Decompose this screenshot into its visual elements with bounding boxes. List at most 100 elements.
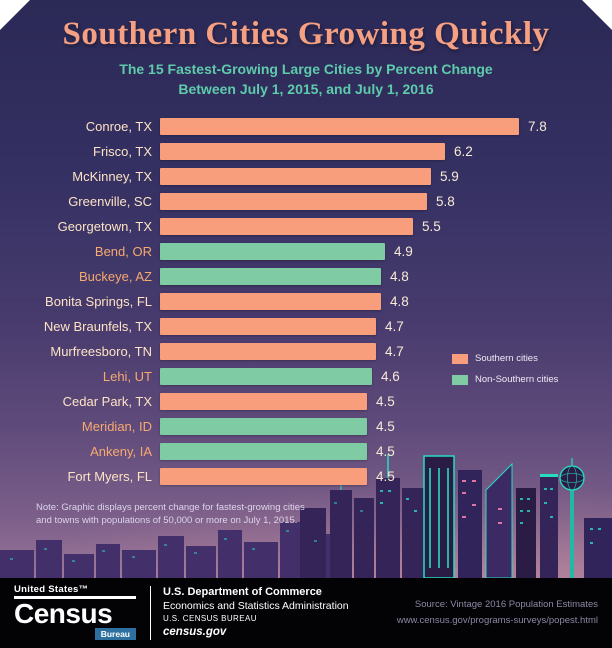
bar-track: 5.8 [160,193,612,210]
bar-value: 4.6 [381,369,400,384]
bar-southern [160,218,413,235]
bar-track: 6.2 [160,143,612,160]
bar-row: Fort Myers, FL 4.5 [0,464,612,489]
bar-row: Murfreesboro, TN 4.7 [0,339,612,364]
source-url: www.census.gov/programs-surveys/popest.h… [396,615,598,626]
city-label: Ankeny, IA [90,444,152,459]
bar-track: 4.6 [160,368,612,385]
bar-row: Bend, OR 4.9 [0,239,612,264]
bar-value: 4.8 [390,269,409,284]
city-skyline-illustration [0,454,612,578]
bar-southern [160,318,376,335]
city-label: Georgetown, TX [57,219,152,234]
bar-value: 6.2 [454,144,473,159]
bar-track: 5.5 [160,218,612,235]
bar-chart: Conroe, TX 7.8 Frisco, TX 6.2 McKinney, TX 5.… [0,114,612,489]
bar-southern [160,193,427,210]
footnote-line1: Note: Graphic displays percent change fo… [36,502,305,513]
bar-track: 4.9 [160,243,612,260]
bar-non-southern [160,418,367,435]
legend-label-non-southern: Non-Southern cities [475,374,559,385]
bar-southern [160,118,519,135]
bar-non-southern [160,368,372,385]
bar-non-southern [160,243,385,260]
city-label: New Braunfels, TX [43,319,152,334]
bar-value: 5.8 [436,194,455,209]
legend-item-non-southern: Non-Southern cities [452,374,558,385]
bar-row: Conroe, TX 7.8 [0,114,612,139]
legend-swatch-southern [452,353,468,364]
bar-southern [160,393,367,410]
bar-value: 4.7 [385,319,404,334]
source-line: Source: Vintage 2016 Population Estimate… [414,599,598,611]
bar-value: 7.8 [528,119,547,134]
chart-subtitle-line1: The 15 Fastest-Growing Large Cities by P… [119,61,493,77]
bar-track: 4.7 [160,318,612,335]
legend-label-southern: Southern cities [475,353,538,364]
legend-item-southern: Southern cities [452,353,558,364]
bar-row: Georgetown, TX 5.5 [0,214,612,239]
bar-track: 4.5 [160,393,612,410]
chart-subtitle-line2: Between July 1, 2015, and July 1, 2016 [178,80,434,97]
city-label: McKinney, TX [72,169,152,184]
census-logo: United States™ Census Bureau [14,584,136,641]
bar-value: 4.5 [376,394,395,409]
footer-bar: United States™ Census Bureau U.S. Depart… [0,578,612,648]
bar-value: 4.9 [394,244,413,259]
chart-subtitle: The 15 Fastest-Growing Large Cities by P… [0,60,612,99]
department-block: U.S. Department of Commerce Economics an… [150,586,349,640]
bar-track: 4.8 [160,268,612,285]
bar-southern [160,468,367,485]
dept-commerce: U.S. Department of Commerce [163,586,322,599]
city-label: Bend, OR [94,244,152,259]
bar-value: 5.9 [440,169,459,184]
bar-non-southern [160,268,381,285]
bar-track: 4.8 [160,293,612,310]
logo-census: Census [14,598,113,630]
footnote: Note: Graphic displays percent change fo… [36,502,305,528]
bar-track: 4.5 [160,418,612,435]
bar-row: Meridian, ID 4.5 [0,414,612,439]
city-label: Frisco, TX [93,144,152,159]
bar-row: Frisco, TX 6.2 [0,139,612,164]
bar-row: Buckeye, AZ 4.8 [0,264,612,289]
bar-southern [160,168,431,185]
city-label: Meridian, ID [81,419,152,434]
city-label: Fort Myers, FL [67,469,152,484]
city-label: Cedar Park, TX [62,394,152,409]
source-block: Source: Vintage 2016 Population Estimate… [397,597,598,628]
city-label: Greenville, SC [68,194,152,209]
bar-row: Cedar Park, TX 4.5 [0,389,612,414]
bar-row: New Braunfels, TX 4.7 [0,314,612,339]
bar-southern [160,143,445,160]
bar-southern [160,343,376,360]
dept-census-bureau: U.S. CENSUS BUREAU [163,614,257,624]
bar-row: Bonita Springs, FL 4.8 [0,289,612,314]
bar-track: 4.5 [160,443,612,460]
bar-track: 4.7 [160,343,612,360]
bar-row: McKinney, TX 5.9 [0,164,612,189]
logo-united-states: United States™ [14,584,136,600]
bar-row: Lehi, UT 4.6 [0,364,612,389]
bar-value: 5.5 [422,219,441,234]
bar-value: 4.8 [390,294,409,309]
bar-track: 4.5 [160,468,612,485]
bar-value: 4.5 [376,444,395,459]
legend: Southern cities Non-Southern cities [452,353,558,385]
bar-row: Greenville, SC 5.8 [0,189,612,214]
bar-value: 4.7 [385,344,404,359]
bar-value: 4.5 [376,469,395,484]
bar-non-southern [160,443,367,460]
bar-value: 4.5 [376,419,395,434]
bar-rows: Conroe, TX 7.8 Frisco, TX 6.2 McKinney, TX 5.… [0,114,612,489]
chart-title: Southern Cities Growing Quickly [62,16,550,52]
legend-swatch-non-southern [452,374,468,385]
bar-track: 7.8 [160,118,612,135]
footnote-line2: and towns with populations of 50,000 or … [36,514,298,526]
bar-southern [160,293,381,310]
city-label: Conroe, TX [85,119,152,134]
logo-bureau: Bureau [94,627,136,640]
city-label: Murfreesboro, TN [50,344,152,359]
census-gov-url: census.gov [163,626,227,639]
